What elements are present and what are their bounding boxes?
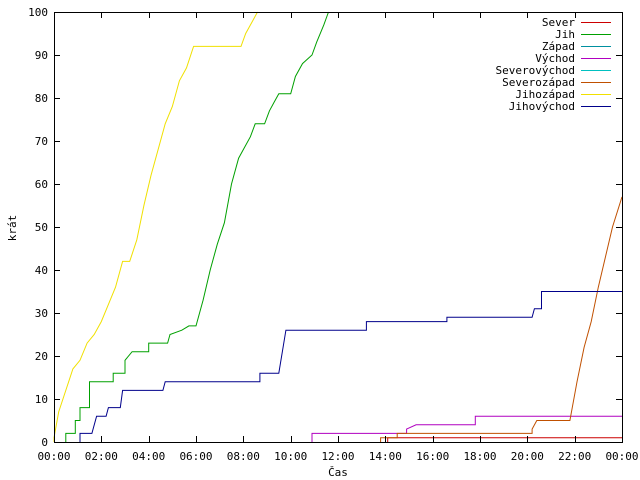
y-tick-label: 90 <box>35 49 48 62</box>
y-tick-label: 70 <box>35 135 48 148</box>
x-tick-label: 00:00 <box>605 450 638 463</box>
y-tick-label: 60 <box>35 178 48 191</box>
series-line-jihozápad <box>53 11 258 442</box>
y-tick-label: 0 <box>41 436 48 449</box>
x-tick-label: 12:00 <box>321 450 354 463</box>
legend-label: Severovýchod <box>496 64 575 77</box>
x-tick-label: 10:00 <box>274 450 307 463</box>
x-tick-label: 14:00 <box>369 450 402 463</box>
y-tick-label: 80 <box>35 92 48 105</box>
y-axis-label: krát <box>6 215 19 242</box>
series-line-jihovýchod <box>79 291 622 442</box>
legend: SeverJihZápadVýchodSeverovýchodSeverozáp… <box>496 16 611 113</box>
x-tick-label: 00:00 <box>37 450 70 463</box>
y-tick-label: 40 <box>35 264 48 277</box>
series-line-jih <box>65 11 329 442</box>
y-tick-label: 100 <box>28 6 48 19</box>
series-line-severozápad <box>380 196 623 442</box>
legend-label: Sever <box>542 16 575 29</box>
x-tick-label: 06:00 <box>179 450 212 463</box>
ticks-layer: 0 10 20 30 40 50 60 70 80 90 100 00:00 02:00 04:00 06:… <box>28 6 638 463</box>
x-tick-label: 04:00 <box>132 450 165 463</box>
x-tick-label: 02:00 <box>85 450 118 463</box>
legend-label: Jihozápad <box>515 88 575 101</box>
legend-label: Západ <box>542 40 575 53</box>
x-tick-label: 16:00 <box>416 450 449 463</box>
y-tick-label: 10 <box>35 393 48 406</box>
x-tick-label: 22:00 <box>558 450 591 463</box>
x-tick-label: 08:00 <box>227 450 260 463</box>
y-tick-label: 20 <box>35 350 48 363</box>
legend-label: Jihovýchod <box>509 100 575 113</box>
y-tick-label: 50 <box>35 221 48 234</box>
x-tick-label: 18:00 <box>463 450 496 463</box>
series-line-východ <box>311 415 622 442</box>
x-tick-label: 20:00 <box>511 450 544 463</box>
legend-label: Jih <box>555 28 575 41</box>
series-layer <box>53 11 623 442</box>
legend-label: Severozápad <box>502 76 575 89</box>
x-axis-label: Čas <box>328 466 348 479</box>
y-tick-label: 30 <box>35 307 48 320</box>
legend-label: Východ <box>535 52 575 65</box>
